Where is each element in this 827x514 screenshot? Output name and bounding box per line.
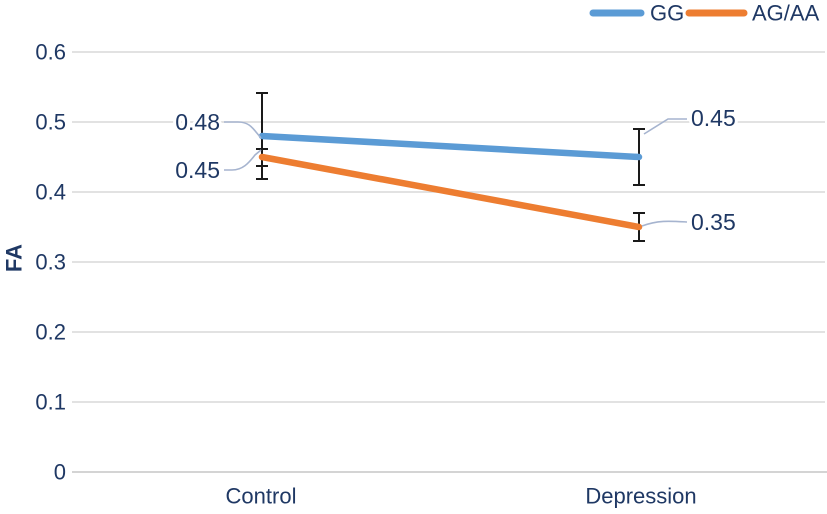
leader-agaa-control [224,149,262,171]
y-tick-label: 0.5 [35,110,66,135]
leader-agaa-depression [641,220,688,227]
agaa-series-line [258,153,643,231]
y-axis-ticks: 0.6 0.5 0.4 0.3 0.2 0.1 0 [35,40,66,485]
legend-label-agaa: AG/AA [752,1,820,26]
leader-lines [224,118,688,227]
data-label-gg-control: 0.48 [175,109,220,135]
data-labels: 0.48 0.45 0.45 0.35 [172,102,739,238]
gg-series-line [258,132,643,161]
y-tick-label: 0.4 [35,180,66,205]
leader-gg-control [224,121,262,139]
legend-label-gg: GG [650,1,684,26]
y-axis-title: FA [2,244,27,272]
series-lines [258,132,643,231]
x-label-control: Control [226,484,297,509]
y-tick-label: 0.3 [35,250,66,275]
y-tick-label: 0.6 [35,40,66,65]
data-label-agaa-control: 0.45 [175,157,220,183]
y-tick-label: 0.2 [35,320,66,345]
x-label-depression: Depression [585,484,696,509]
leader-gg-depression [643,118,687,135]
y-tick-label: 0.1 [35,390,66,415]
legend: GG AG/AA [589,1,820,26]
data-label-gg-depression: 0.45 [691,105,736,131]
data-label-agaa-depression: 0.35 [691,209,736,235]
y-tick-label: 0 [54,460,66,485]
x-axis-labels: Control Depression [226,484,697,509]
